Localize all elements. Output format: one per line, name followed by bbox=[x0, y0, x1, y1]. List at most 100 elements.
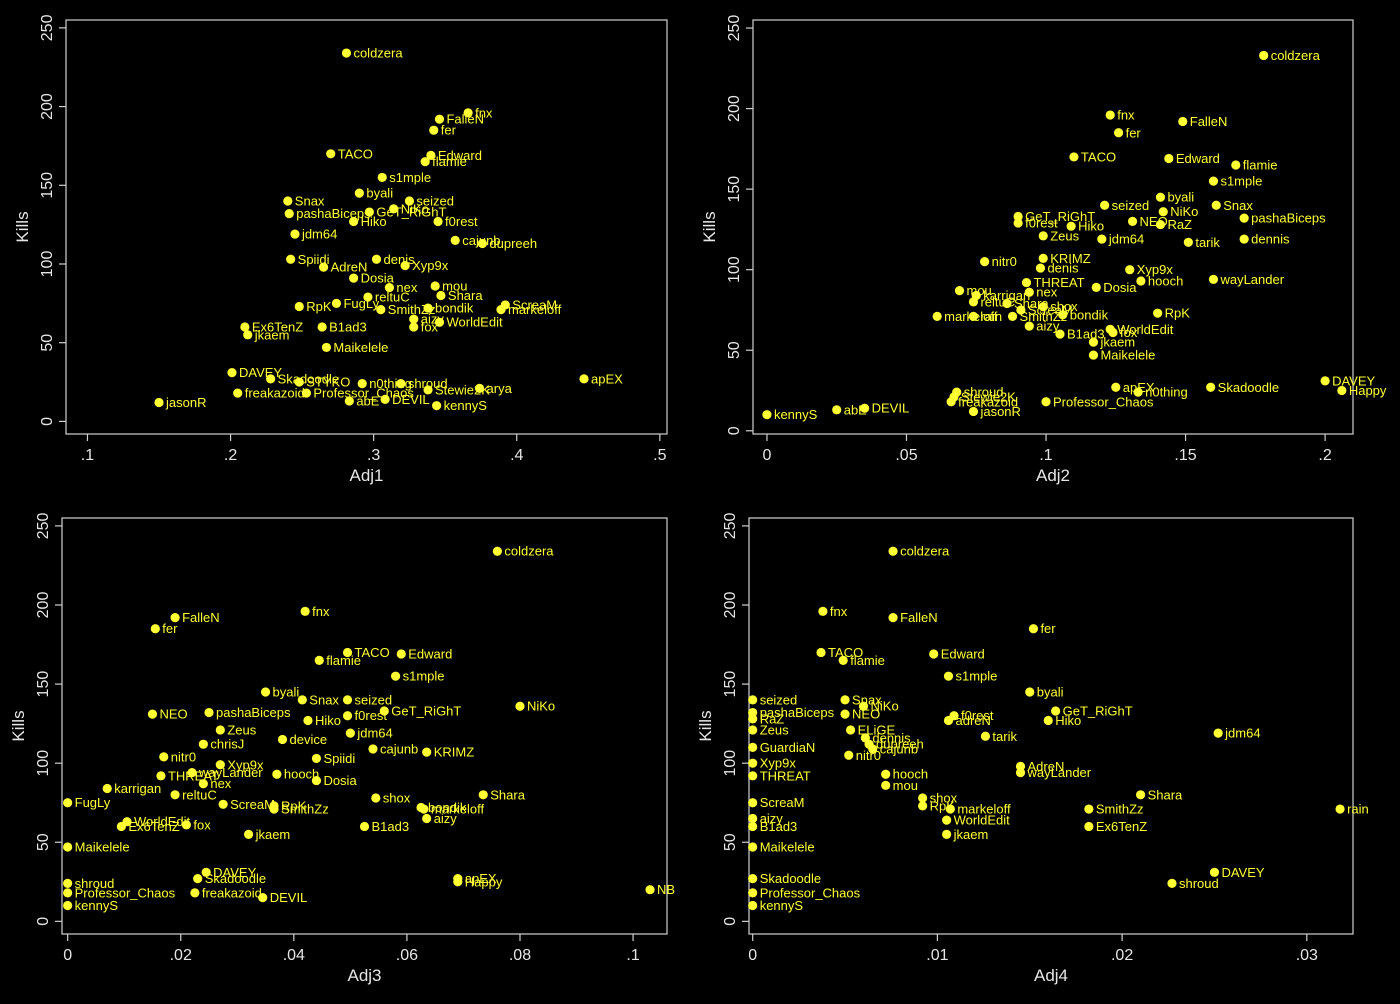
data-point-label: reltuC bbox=[375, 290, 410, 305]
data-point-label: apEX bbox=[1123, 380, 1155, 395]
data-point-label: pashaBiceps bbox=[760, 705, 835, 720]
data-point-label: fnx bbox=[1117, 108, 1135, 123]
data-point-label: Happy bbox=[1349, 383, 1387, 398]
data-point bbox=[1213, 728, 1223, 738]
data-point-label: karrigan bbox=[983, 288, 1030, 303]
data-point-label: fnx bbox=[475, 105, 493, 120]
data-point-label: RaZ bbox=[760, 711, 785, 726]
data-point bbox=[918, 793, 928, 803]
data-point bbox=[159, 752, 169, 762]
data-point bbox=[1208, 274, 1219, 284]
data-point bbox=[116, 821, 126, 832]
data-point-label: flamie bbox=[326, 653, 361, 668]
data-point-label: Skadoodle bbox=[205, 871, 266, 886]
data-point bbox=[858, 701, 869, 711]
data-point-label: B1ad3 bbox=[329, 319, 367, 334]
x-axis-title: Adj1 bbox=[349, 466, 383, 485]
data-point bbox=[1025, 687, 1035, 697]
data-point bbox=[1084, 804, 1094, 814]
data-point bbox=[748, 874, 758, 884]
y-tick-label: 100 bbox=[722, 750, 739, 777]
data-point bbox=[1211, 200, 1221, 210]
data-point-label: FalleN bbox=[900, 610, 938, 625]
data-point bbox=[1016, 305, 1026, 315]
data-point bbox=[286, 254, 296, 264]
data-point bbox=[243, 330, 253, 340]
data-point-label: DEVIL bbox=[270, 890, 308, 905]
data-point-label: Dosia bbox=[361, 271, 395, 286]
data-point bbox=[929, 649, 939, 659]
data-point bbox=[300, 606, 310, 616]
data-point-label: Ex6TenZ bbox=[1096, 819, 1147, 834]
data-point bbox=[1167, 878, 1177, 888]
data-point bbox=[389, 204, 399, 214]
data-point bbox=[297, 695, 307, 705]
data-point-label: jkaem bbox=[254, 327, 290, 342]
data-point bbox=[881, 769, 891, 779]
data-point bbox=[102, 783, 112, 794]
data-point bbox=[240, 322, 250, 332]
data-point bbox=[396, 379, 406, 389]
data-point bbox=[450, 235, 460, 245]
data-point-label: Maikelele bbox=[760, 840, 815, 855]
data-point bbox=[63, 900, 73, 911]
data-point bbox=[342, 647, 353, 658]
y-tick-label: 250 bbox=[726, 15, 743, 42]
data-point bbox=[218, 799, 228, 809]
data-point-label: Snax bbox=[1223, 198, 1253, 213]
data-point bbox=[945, 804, 955, 814]
data-point bbox=[357, 379, 367, 389]
data-point-label: Zeus bbox=[760, 722, 789, 737]
data-point-label: byali bbox=[366, 186, 393, 201]
data-point bbox=[478, 790, 488, 800]
data-point-label: coldzera bbox=[504, 544, 554, 559]
data-point-label: freakazoid bbox=[245, 386, 305, 401]
data-point-label: reltuC bbox=[182, 787, 217, 802]
data-point-label: wayLander bbox=[1219, 272, 1284, 287]
data-point-label: kennyS bbox=[444, 398, 488, 413]
data-point-label: Stewie2K bbox=[961, 389, 1016, 404]
data-point-label: jdm64 bbox=[356, 726, 392, 741]
data-point bbox=[1088, 337, 1099, 347]
data-point-label: n0thing bbox=[1145, 385, 1188, 400]
data-point-label: s1mple bbox=[403, 669, 445, 684]
data-point-label: DAVEY bbox=[1332, 373, 1375, 388]
data-point-label: kennyS bbox=[774, 407, 818, 422]
data-point-label: DAVEY bbox=[213, 865, 256, 880]
x-tick-label: .1 bbox=[1039, 447, 1052, 464]
data-point bbox=[436, 290, 446, 301]
data-point bbox=[888, 613, 898, 623]
data-point bbox=[147, 709, 158, 719]
data-point bbox=[422, 813, 432, 824]
data-point bbox=[170, 790, 180, 800]
data-point-label: NEO bbox=[159, 707, 187, 722]
data-point bbox=[426, 150, 436, 160]
data-point-label: B1ad3 bbox=[1067, 327, 1105, 342]
data-point-label: RpK bbox=[1165, 306, 1191, 321]
data-point bbox=[463, 108, 473, 118]
data-point bbox=[190, 888, 200, 898]
data-point-label: AdreN bbox=[1028, 759, 1065, 774]
data-point-label: seized bbox=[760, 692, 798, 707]
data-point bbox=[419, 804, 429, 814]
data-point bbox=[432, 401, 442, 411]
data-point-label: GeT_RiGhT bbox=[1025, 209, 1095, 224]
data-point-label: jasonR bbox=[979, 404, 1020, 419]
x-tick-label: .08 bbox=[509, 947, 531, 964]
data-point-label: nitr0 bbox=[856, 748, 881, 763]
data-point bbox=[748, 742, 758, 752]
data-point bbox=[384, 283, 394, 293]
data-point-label: GeT_RiGhT bbox=[391, 703, 461, 718]
data-point-label: seized bbox=[1112, 198, 1150, 213]
data-point-label: flamie bbox=[1243, 157, 1278, 172]
data-point bbox=[266, 374, 276, 384]
data-point bbox=[474, 383, 485, 393]
data-point-label: NiKo bbox=[401, 201, 429, 216]
data-point-label: jkaem bbox=[1099, 335, 1135, 350]
data-point bbox=[968, 311, 979, 322]
data-point-label: KRIMZ bbox=[1050, 251, 1091, 266]
data-point bbox=[344, 396, 354, 406]
data-point-label: pashaBiceps bbox=[1251, 211, 1326, 226]
x-tick-label: 0 bbox=[763, 447, 772, 464]
data-point bbox=[1155, 192, 1166, 202]
